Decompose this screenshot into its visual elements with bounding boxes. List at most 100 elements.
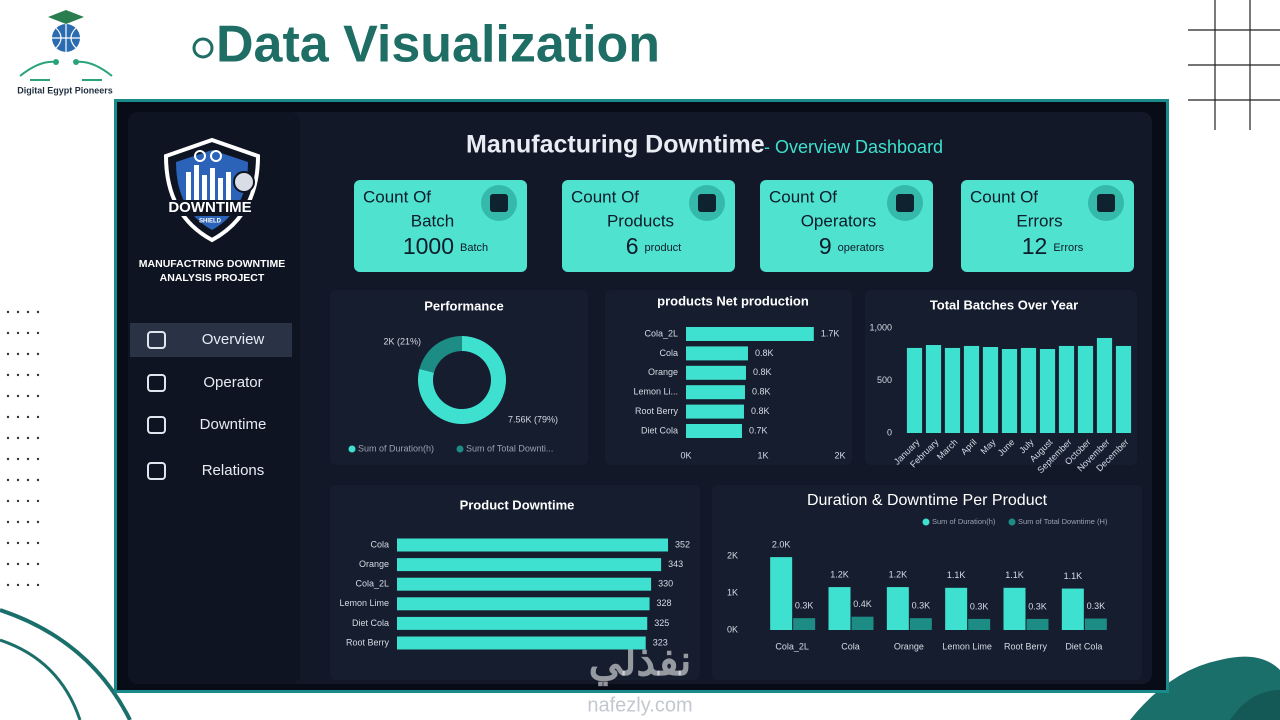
x-tick-label: Cola: [841, 641, 860, 651]
nav-item[interactable]: Relations: [202, 462, 265, 479]
decor-dot: [6, 457, 10, 461]
decor-dot: [6, 331, 10, 335]
data-label: 323: [653, 637, 668, 647]
legend-swatch: [348, 445, 356, 453]
bar: [686, 385, 745, 400]
kpi-icon-glyph: [698, 194, 716, 212]
y-tick-label: Diet Cola: [352, 618, 389, 628]
nav-item[interactable]: Overview: [202, 331, 265, 348]
decor-dot: [36, 457, 40, 461]
y-tick-label: Cola: [659, 348, 678, 358]
decor-dot: [6, 520, 10, 524]
kpi-value-text: 9 operators: [819, 233, 885, 259]
decor-dot: [36, 562, 40, 566]
decor-blob: [1130, 656, 1280, 720]
data-label: 1.1K: [1064, 571, 1083, 581]
kpi-value: 9: [819, 233, 832, 259]
donut-slice: [419, 336, 462, 373]
data-label: 2.0K: [772, 539, 791, 549]
y-tick-label: Lemon Lime: [339, 598, 389, 608]
decor-dots: [6, 310, 40, 587]
x-tick-label: Cola_2L: [775, 641, 809, 651]
chart-title: products Net production: [657, 293, 809, 308]
nav-item[interactable]: Operator: [203, 374, 262, 391]
kpi-label: Errors: [1016, 211, 1062, 230]
data-label: 0.4K: [853, 599, 872, 609]
decor-grid: [1188, 0, 1280, 130]
decor-dot: [6, 499, 10, 503]
data-label: 0.8K: [751, 406, 770, 416]
kpi-unit: product: [645, 242, 682, 254]
bar: [1096, 337, 1113, 433]
logo: [19, 10, 113, 81]
bar: [770, 557, 793, 630]
data-label: 1.7K: [821, 328, 840, 338]
y-tick-label: Cola_2L: [644, 328, 678, 338]
kpi-label: Operators: [801, 211, 877, 230]
bar: [1061, 588, 1084, 630]
legend-label: Sum of Total Downtime (H): [1018, 517, 1108, 526]
panel: [865, 290, 1137, 465]
sidebar: [128, 112, 300, 684]
decor-curve: [0, 608, 132, 720]
kpi-value: 6: [626, 233, 639, 259]
bar: [1020, 347, 1037, 433]
bar: [397, 558, 662, 572]
y-tick-label: 500: [877, 375, 892, 385]
decor-dot: [6, 373, 10, 377]
bar: [886, 587, 909, 630]
kpi-unit: Batch: [460, 242, 488, 254]
decor-dot: [16, 310, 20, 314]
bar: [686, 404, 744, 419]
bar: [686, 365, 746, 380]
decor-dot: [26, 331, 30, 335]
decor-dot: [26, 352, 30, 356]
data-label: 0.3K: [912, 601, 931, 611]
panel: [712, 485, 1142, 680]
bar: [1077, 345, 1094, 433]
data-label: 1.1K: [1005, 570, 1024, 580]
kpi-unit: operators: [838, 242, 885, 254]
nav-icon: [147, 331, 166, 349]
data-label: 328: [657, 598, 672, 608]
kpi-icon-glyph: [1097, 194, 1115, 212]
nav-icon: [147, 374, 166, 392]
data-label: 0.3K: [1028, 601, 1047, 611]
kpi-label: Count Of: [769, 187, 837, 206]
kpi-label: Products: [607, 211, 674, 230]
bar: [968, 618, 991, 630]
nav-item[interactable]: Downtime: [200, 416, 267, 433]
logo-subtitle: SHIELD: [199, 219, 222, 225]
project-title: MANUFACTRING DOWNTIME: [139, 258, 285, 270]
y-tick-label: 0: [887, 427, 892, 437]
decor-dot: [16, 331, 20, 335]
decor-dot: [16, 499, 20, 503]
bar: [1001, 349, 1018, 433]
kpi-unit: Errors: [1053, 242, 1083, 254]
decor-dot: [6, 310, 10, 314]
chart-title: Performance: [424, 298, 503, 313]
bar: [963, 345, 980, 433]
y-tick-label: Orange: [648, 367, 678, 377]
data-label: 330: [658, 579, 673, 589]
data-label: 1.2K: [889, 569, 908, 579]
decor-dot: [16, 394, 20, 398]
legend-label: Sum of Duration(h): [358, 443, 434, 453]
x-tick-label: Diet Cola: [1065, 641, 1102, 651]
bar: [851, 616, 874, 630]
decor-dot: [16, 478, 20, 482]
bar: [944, 347, 961, 433]
decor-dot: [36, 331, 40, 335]
data-label: 343: [668, 559, 683, 569]
bar: [1039, 349, 1056, 433]
bar: [793, 618, 816, 630]
kpi-value: 12: [1022, 233, 1048, 259]
kpi-value-text: 12 Errors: [1022, 233, 1084, 259]
decor-dot: [16, 520, 20, 524]
data-label: 1.2K: [830, 569, 849, 579]
decor-dot: [6, 352, 10, 356]
bar: [686, 327, 814, 341]
bar: [686, 346, 748, 361]
y-tick-label: Orange: [359, 559, 389, 569]
